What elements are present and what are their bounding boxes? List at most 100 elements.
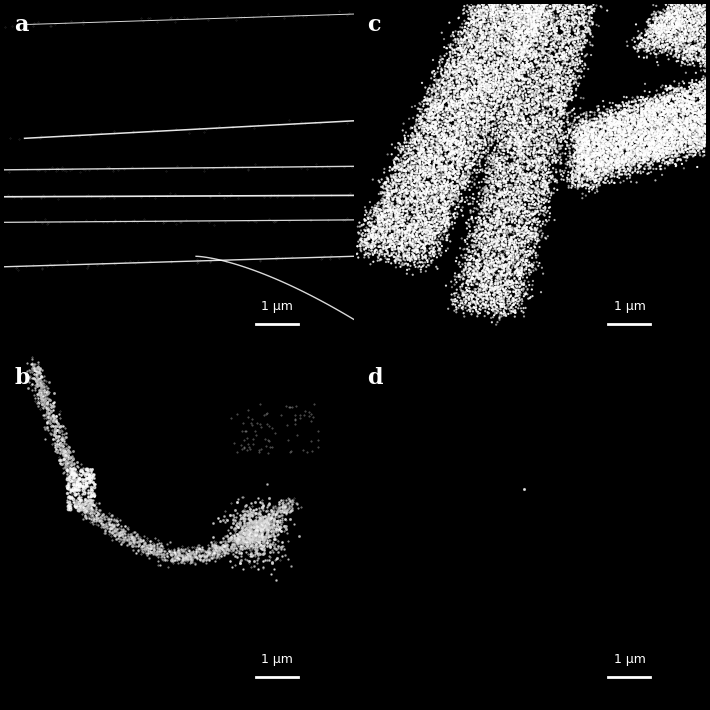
Point xyxy=(506,124,517,136)
Point xyxy=(510,99,521,111)
Point xyxy=(524,128,535,139)
Point xyxy=(567,15,579,26)
Point xyxy=(451,108,462,119)
Point xyxy=(613,124,625,136)
Point xyxy=(634,129,645,140)
Point xyxy=(476,9,488,20)
Point xyxy=(356,235,367,246)
Point xyxy=(518,148,529,160)
Point xyxy=(613,118,625,129)
Point xyxy=(522,43,533,54)
Point xyxy=(591,186,603,197)
Point xyxy=(501,42,512,53)
Point xyxy=(649,128,660,139)
Point xyxy=(638,99,649,110)
Point xyxy=(625,143,636,155)
Point xyxy=(488,234,499,246)
Point xyxy=(698,106,709,117)
Point xyxy=(640,128,652,139)
Point xyxy=(403,213,415,224)
Point xyxy=(422,92,433,104)
Point xyxy=(597,95,608,106)
Point xyxy=(422,182,434,194)
Point xyxy=(686,90,697,102)
Point xyxy=(547,111,558,123)
Point xyxy=(454,60,465,71)
Point xyxy=(427,97,439,109)
Point xyxy=(435,245,446,256)
Point xyxy=(490,253,501,264)
Point xyxy=(445,77,457,89)
Point xyxy=(579,134,590,146)
Point xyxy=(509,283,520,295)
Point xyxy=(416,234,427,245)
Point xyxy=(512,145,523,156)
Point xyxy=(493,204,505,215)
Point xyxy=(636,131,648,143)
Point xyxy=(471,231,482,242)
Point xyxy=(484,32,496,43)
Point xyxy=(502,28,513,39)
Point xyxy=(492,0,503,10)
Point xyxy=(659,23,670,34)
Point xyxy=(437,87,449,98)
Point xyxy=(496,271,507,282)
Point xyxy=(442,135,454,146)
Point xyxy=(626,132,638,143)
Point xyxy=(491,241,503,252)
Point xyxy=(368,222,379,233)
Point xyxy=(523,214,534,226)
Point xyxy=(448,87,459,99)
Point xyxy=(670,158,681,170)
Point xyxy=(631,111,643,123)
Point xyxy=(429,196,440,207)
Point xyxy=(622,119,633,131)
Point xyxy=(605,126,616,138)
Point xyxy=(524,180,535,191)
Point xyxy=(448,153,459,165)
Point xyxy=(459,120,470,131)
Point xyxy=(586,163,598,174)
Point xyxy=(699,85,710,97)
Point xyxy=(651,22,662,33)
Point xyxy=(581,132,593,143)
Point xyxy=(516,175,528,187)
Point xyxy=(393,154,405,165)
Point xyxy=(682,96,694,107)
Point xyxy=(493,90,505,102)
Point xyxy=(364,217,375,228)
Point xyxy=(440,114,452,126)
Point xyxy=(486,175,497,186)
Point xyxy=(415,99,426,110)
Point xyxy=(528,103,540,114)
Point xyxy=(677,111,688,122)
Point xyxy=(517,65,528,76)
Point xyxy=(700,24,710,36)
Point xyxy=(495,64,506,75)
Point xyxy=(515,80,526,91)
Point xyxy=(535,23,547,35)
Point xyxy=(379,204,391,216)
Point xyxy=(670,106,681,117)
Point xyxy=(692,1,703,12)
Point xyxy=(523,235,535,246)
Point xyxy=(481,252,493,263)
Point xyxy=(376,225,388,236)
Point xyxy=(659,133,670,144)
Point xyxy=(548,139,559,151)
Point xyxy=(466,101,477,112)
Point xyxy=(385,178,396,189)
Point xyxy=(592,170,604,182)
Point xyxy=(697,98,709,109)
Point xyxy=(696,43,707,55)
Point xyxy=(473,127,484,138)
Point xyxy=(682,143,694,155)
Point xyxy=(689,17,700,28)
Point xyxy=(422,152,434,163)
Point xyxy=(426,120,437,131)
Point xyxy=(371,231,382,243)
Point xyxy=(444,82,456,94)
Point xyxy=(466,134,478,146)
Point xyxy=(394,226,405,238)
Point xyxy=(613,115,625,126)
